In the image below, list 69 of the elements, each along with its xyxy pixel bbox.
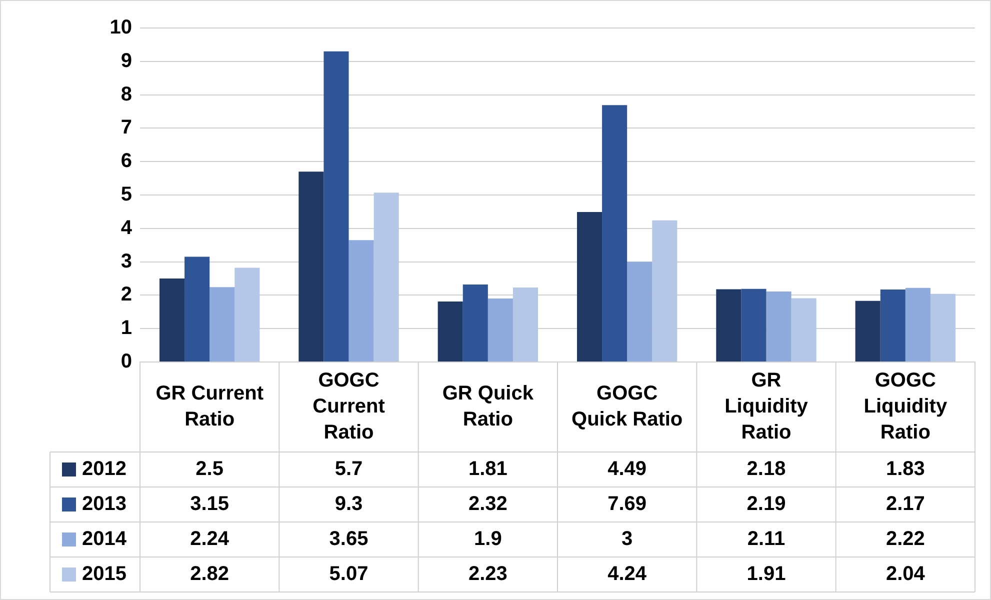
bar xyxy=(930,294,956,362)
y-tick-label: 10 xyxy=(110,16,132,39)
data-label: 5.7 xyxy=(334,458,363,480)
legend-label: 2013 xyxy=(82,493,126,516)
bar xyxy=(374,192,399,362)
y-tick-label: 9 xyxy=(120,50,132,72)
bar xyxy=(324,51,349,362)
bar xyxy=(488,298,513,362)
data-label: 5.07 xyxy=(329,563,368,586)
bar xyxy=(880,290,906,362)
bar xyxy=(652,220,678,362)
x-tick-label: GR Current Ratio xyxy=(156,382,264,431)
data-label: 2.5 xyxy=(196,458,224,480)
bar xyxy=(512,288,538,362)
data-label: 3.15 xyxy=(190,493,230,516)
data-label: 1.9 xyxy=(474,528,502,550)
bar xyxy=(210,287,235,362)
bar xyxy=(234,268,260,362)
legend-label: 2014 xyxy=(82,528,128,550)
x-tick-label: GR Quick Ratio xyxy=(442,382,534,431)
legend-label: 2015 xyxy=(82,563,126,586)
bar xyxy=(576,212,602,362)
y-tick-label: 1 xyxy=(120,317,132,340)
data-label: 1.83 xyxy=(886,458,925,480)
data-label: 2.11 xyxy=(747,528,786,550)
y-tick-label: 2 xyxy=(120,284,132,306)
data-label: 3.65 xyxy=(329,528,368,550)
x-tick-label: GOGC Quick Ratio xyxy=(572,382,683,431)
bar xyxy=(438,302,463,362)
data-label: 2.22 xyxy=(886,528,925,550)
data-label: 2.04 xyxy=(886,563,926,586)
x-tick-label: GOGC Current Ratio xyxy=(312,370,386,444)
bar xyxy=(766,292,792,362)
bar xyxy=(184,256,210,362)
data-label: 2.17 xyxy=(886,493,925,516)
data-label: 9.3 xyxy=(334,493,363,516)
y-tick-label: 3 xyxy=(120,250,132,272)
y-tick-label: 6 xyxy=(120,150,132,172)
bar xyxy=(462,284,488,362)
bar xyxy=(905,288,930,362)
bar xyxy=(716,289,742,362)
y-tick-label: 8 xyxy=(120,83,132,106)
bar xyxy=(791,298,816,362)
bar xyxy=(855,300,880,362)
data-label: 2.82 xyxy=(190,563,230,586)
data-label: 1.91 xyxy=(746,563,786,586)
data-label: 2.32 xyxy=(468,493,508,516)
data-label: 2.23 xyxy=(468,563,508,586)
bar xyxy=(741,288,766,362)
data-label: 7.69 xyxy=(608,493,647,516)
x-tick-label: GR Liquidity Ratio xyxy=(724,370,809,444)
bar xyxy=(348,240,374,362)
data-label: 2.24 xyxy=(190,528,230,550)
bar xyxy=(298,172,324,362)
y-tick-label: 5 xyxy=(120,184,132,206)
y-tick-label: 4 xyxy=(120,216,133,239)
y-tick-label: 0 xyxy=(120,350,132,373)
legend-label: 2012 xyxy=(82,458,126,480)
data-label: 4.24 xyxy=(608,563,648,586)
x-tick-label: GOGC Liquidity Ratio xyxy=(864,370,948,444)
data-label: 1.81 xyxy=(468,458,508,480)
bar xyxy=(627,262,652,362)
data-label: 4.49 xyxy=(608,458,647,480)
y-tick-label: 7 xyxy=(120,116,132,139)
bar xyxy=(602,105,628,362)
data-label: 2.19 xyxy=(746,493,786,516)
data-label: 3 xyxy=(622,528,633,550)
data-label: 2.18 xyxy=(746,458,786,480)
bar xyxy=(159,278,185,362)
